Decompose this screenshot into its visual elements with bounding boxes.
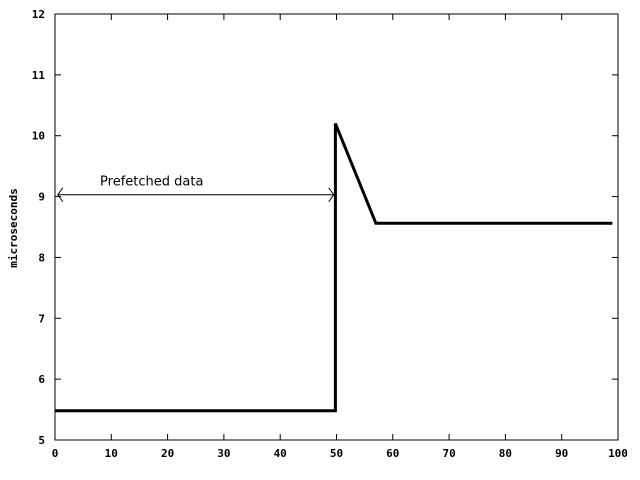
x-tick-label: 80 (499, 447, 512, 460)
x-tick-label: 10 (105, 447, 118, 460)
y-tick-label: 8 (38, 251, 45, 264)
x-tick-label: 20 (161, 447, 174, 460)
y-tick-label: 9 (38, 191, 45, 204)
x-tick-label: 90 (555, 447, 568, 460)
y-tick-label: 12 (32, 8, 45, 21)
x-tick-label: 60 (386, 447, 399, 460)
y-tick-label: 11 (32, 69, 46, 82)
y-tick-label: 10 (32, 130, 45, 143)
y-axis: 5 6 7 8 9 10 11 12 (32, 8, 618, 447)
annotation-arrowhead-right (328, 187, 335, 203)
series-line-0 (55, 122, 613, 413)
x-axis: 0 10 20 30 40 50 60 70 80 90 100 (52, 14, 628, 460)
x-tick-label: 70 (442, 447, 455, 460)
x-tick-label: 0 (52, 447, 59, 460)
y-axis-label: microseconds (7, 188, 20, 267)
x-tick-label: 30 (217, 447, 230, 460)
annotations: Prefetched data (57, 174, 335, 203)
annotation-arrowhead-left (57, 187, 64, 203)
x-tick-label: 100 (608, 447, 628, 460)
y-tick-label: 7 (38, 312, 45, 325)
y-tick-label: 5 (38, 434, 45, 447)
x-tick-label: 40 (274, 447, 287, 460)
x-tick-label: 50 (330, 447, 343, 460)
series-layer (54, 122, 613, 413)
y-tick-label: 6 (38, 373, 45, 386)
annotation-text: Prefetched data (100, 174, 203, 189)
